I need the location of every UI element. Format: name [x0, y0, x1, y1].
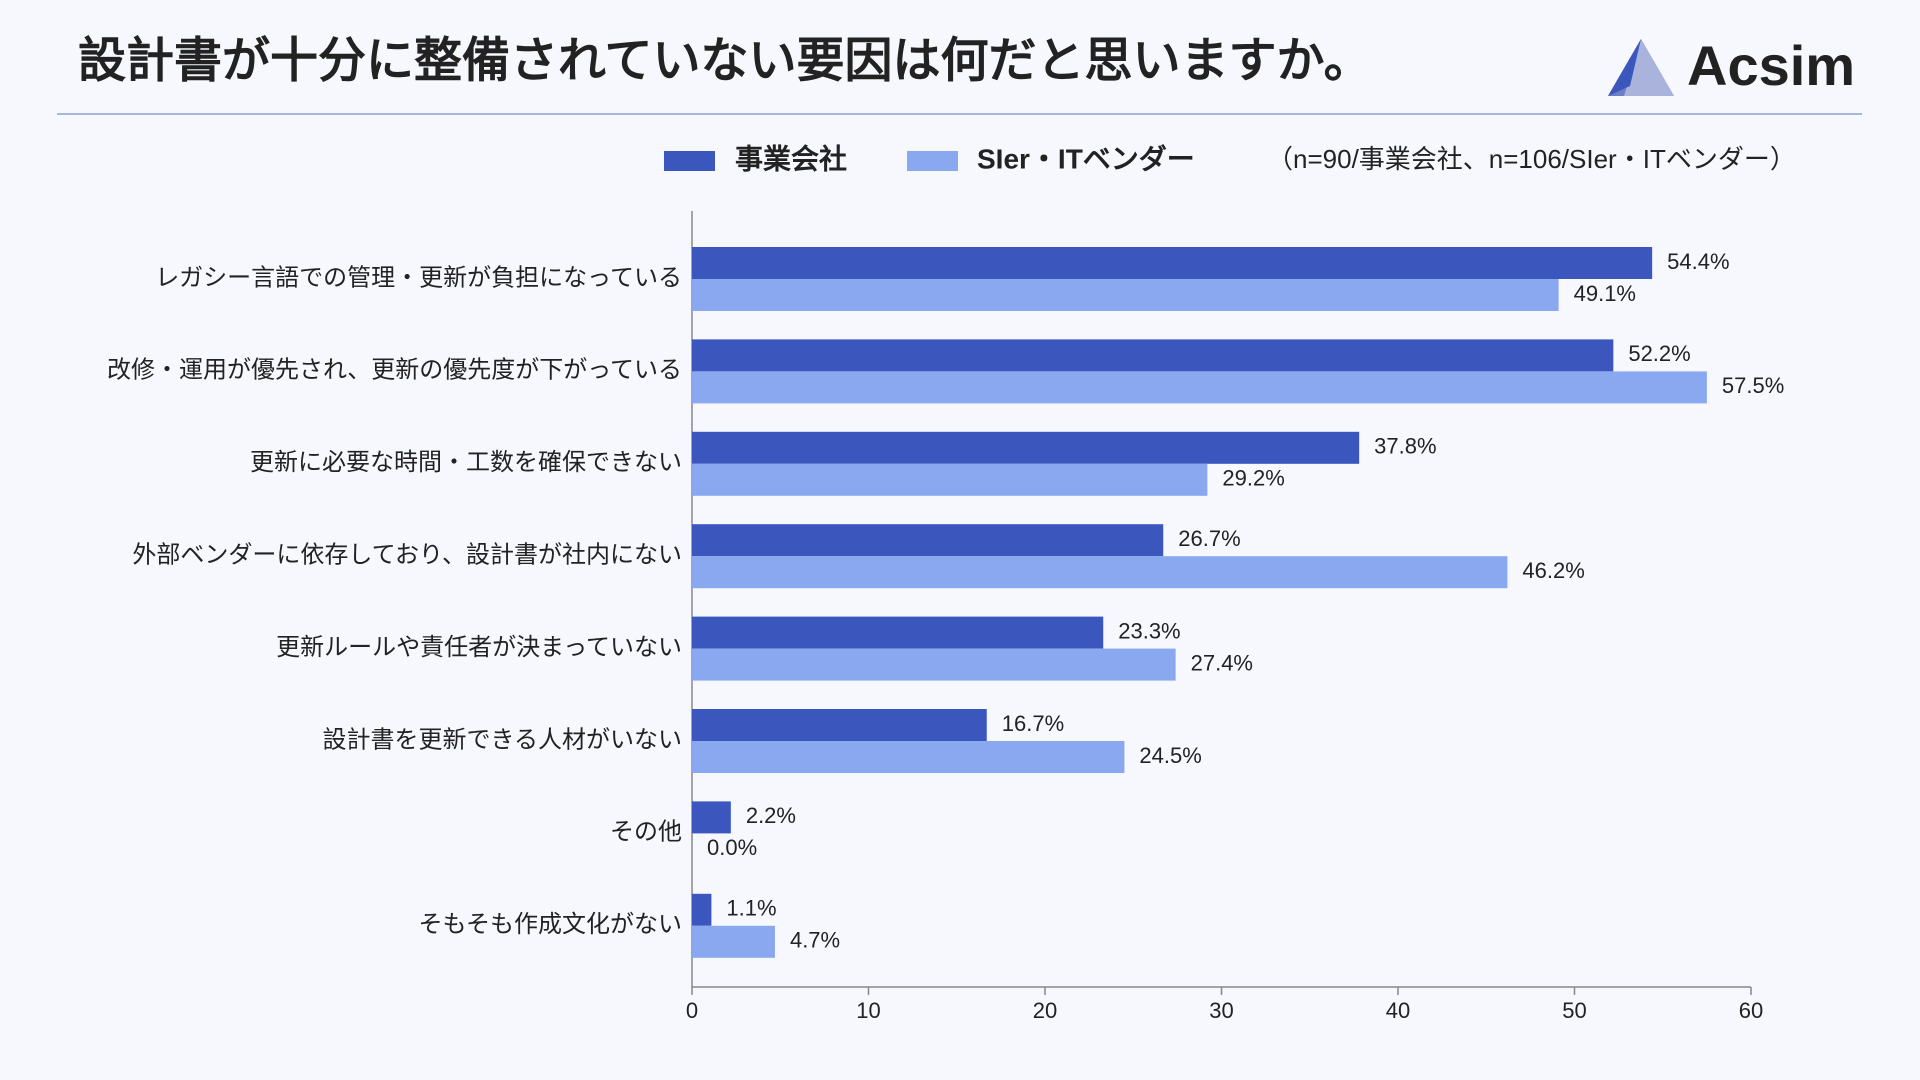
y-tick-label: レガシー言語での管理・更新が負担になっている: [155, 264, 682, 291]
value-label: 49.1%: [1574, 281, 1636, 306]
value-label: 46.2%: [1522, 558, 1584, 583]
value-label: 0.0%: [707, 835, 757, 860]
value-label: 2.2%: [746, 803, 796, 828]
value-label: 57.5%: [1722, 373, 1784, 398]
value-label: 1.1%: [726, 896, 776, 921]
y-tick-label: 外部ベンダーに依存しており、設計書が社内にない: [132, 542, 682, 569]
bar: [692, 925, 775, 958]
legend-swatch: [664, 151, 715, 171]
bar: [692, 741, 1125, 773]
bar: [692, 247, 1653, 279]
bar: [692, 801, 731, 834]
chart-title: 設計書が十分に整備されていない要因は何だと思いますか。: [78, 35, 1372, 88]
value-label: 29.2%: [1222, 466, 1284, 491]
value-label: 52.2%: [1628, 341, 1690, 366]
value-label: 54.4%: [1667, 249, 1729, 274]
legend-swatch: [907, 151, 958, 171]
y-tick-label: 更新ルールや責任者が決まっていない: [276, 634, 682, 661]
value-label: 27.4%: [1191, 650, 1253, 675]
y-tick-label: 設計書を更新できる人材がいない: [322, 726, 682, 753]
bar: [692, 893, 712, 926]
x-tick-label: 0: [686, 998, 698, 1023]
bar: [692, 648, 1176, 681]
y-tick-label: そもそも作成文化がない: [418, 911, 682, 938]
value-label: 26.7%: [1178, 526, 1240, 551]
note: （n=90/事業会社、n=106/SIer・ITベンダー）: [1267, 144, 1796, 174]
y-tick-label: その他: [610, 819, 682, 846]
bar: [692, 339, 1614, 372]
value-label: 37.8%: [1374, 434, 1436, 459]
bar: [692, 463, 1208, 496]
bar: [692, 524, 1164, 557]
x-tick-label: 60: [1739, 998, 1763, 1023]
value-label: 4.7%: [790, 928, 840, 953]
bar: [692, 709, 987, 741]
x-tick-label: 30: [1209, 998, 1233, 1023]
x-tick-label: 20: [1033, 998, 1057, 1023]
bar: [692, 279, 1559, 311]
x-tick-label: 40: [1386, 998, 1410, 1023]
x-tick-label: 50: [1562, 998, 1586, 1023]
x-tick-label: 10: [856, 998, 880, 1023]
bar: [692, 431, 1360, 464]
y-tick-label: 改修・運用が優先され、更新の優先度が下がっている: [107, 357, 682, 384]
logo-text: Acsim: [1687, 34, 1855, 97]
value-label: 23.3%: [1118, 618, 1180, 643]
value-label: 24.5%: [1139, 743, 1201, 768]
y-tick-label: 更新に必要な時間・工数を確保できない: [250, 449, 682, 476]
logo-icon: [1608, 39, 1674, 96]
legend-label: SIer・ITベンダー: [977, 142, 1195, 174]
bar: [692, 616, 1104, 649]
legend-label: 事業会社: [735, 143, 847, 174]
bar: [692, 556, 1508, 589]
value-label: 16.7%: [1002, 711, 1064, 736]
bar: [692, 371, 1707, 404]
